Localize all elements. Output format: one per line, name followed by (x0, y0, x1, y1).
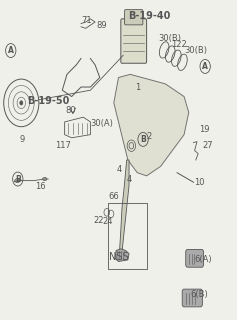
Text: 4: 4 (126, 174, 132, 184)
Text: 71: 71 (82, 16, 92, 25)
Text: A: A (202, 62, 208, 71)
Text: 24: 24 (103, 217, 113, 226)
Text: 27: 27 (202, 141, 213, 150)
Text: 4: 4 (117, 165, 122, 174)
FancyBboxPatch shape (121, 19, 147, 63)
Text: A: A (8, 46, 14, 55)
Polygon shape (115, 249, 129, 261)
Ellipse shape (15, 179, 20, 182)
Text: 6(A): 6(A) (194, 255, 212, 264)
Text: 80: 80 (65, 106, 76, 115)
Circle shape (20, 101, 23, 105)
Text: 9: 9 (20, 135, 25, 144)
Text: 10: 10 (194, 178, 205, 187)
Text: B: B (15, 174, 21, 184)
Polygon shape (114, 74, 189, 176)
Text: 2: 2 (146, 132, 152, 141)
Text: 1: 1 (135, 83, 140, 92)
Text: 117: 117 (55, 141, 71, 150)
FancyBboxPatch shape (182, 289, 202, 307)
Text: 66: 66 (109, 192, 119, 201)
Text: 122: 122 (172, 40, 187, 49)
Text: 30(B): 30(B) (159, 34, 182, 43)
Text: B-19-40: B-19-40 (128, 11, 170, 21)
Text: 19: 19 (199, 125, 209, 134)
Text: 30(B): 30(B) (184, 46, 207, 55)
Text: NSS: NSS (109, 252, 128, 262)
Text: 6(B): 6(B) (191, 290, 208, 299)
Text: 16: 16 (35, 182, 45, 191)
Text: B-19-50: B-19-50 (27, 96, 69, 106)
Text: B: B (140, 135, 146, 144)
Text: 22: 22 (93, 216, 104, 225)
Text: 30(A): 30(A) (91, 119, 114, 128)
Ellipse shape (43, 178, 47, 180)
Polygon shape (120, 160, 129, 252)
Text: 89: 89 (97, 21, 107, 30)
FancyBboxPatch shape (186, 250, 204, 267)
FancyBboxPatch shape (125, 10, 143, 25)
